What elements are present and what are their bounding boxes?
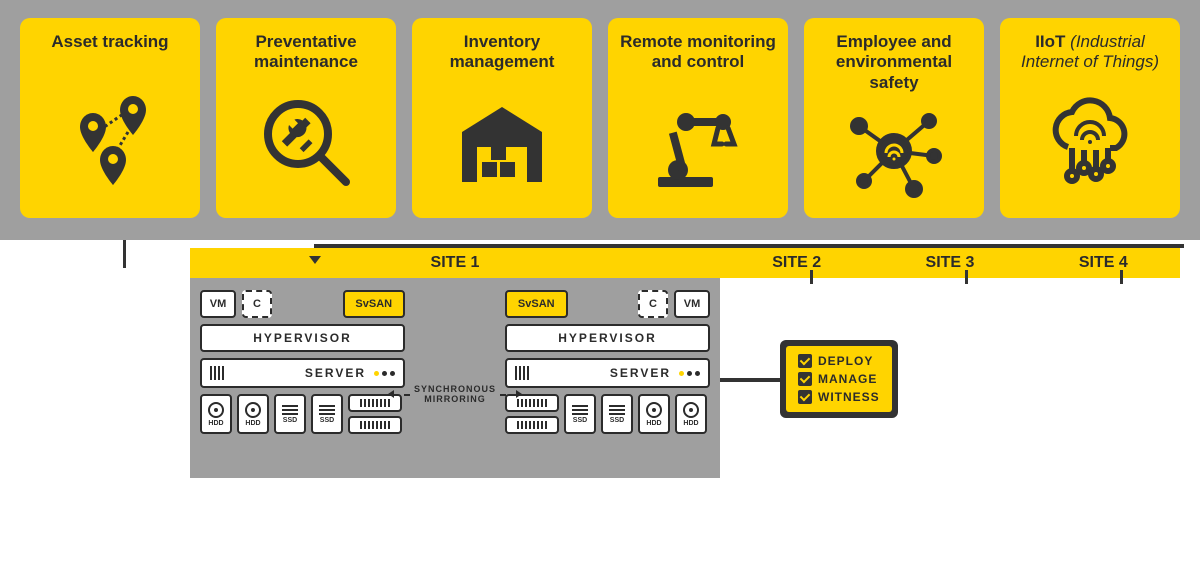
vm-box: VM xyxy=(200,290,236,318)
svsan-box: SvSAN xyxy=(343,290,406,318)
server-label: SERVER xyxy=(305,366,366,380)
connector-vert xyxy=(123,240,126,268)
site-4-label: SITE 4 xyxy=(1027,254,1180,272)
hypervisor-box: HYPERVISOR xyxy=(200,324,405,352)
connector-to-mgmt xyxy=(720,378,780,382)
iiot-cloud-icon xyxy=(1010,76,1170,208)
robot-arm-icon xyxy=(618,76,778,208)
check-icon xyxy=(798,354,812,368)
tick xyxy=(965,270,968,284)
ssd-drive: SSD xyxy=(564,394,596,434)
safety-network-icon xyxy=(814,93,974,208)
sync-mirroring-label: SYNCHRONOUS MIRRORING xyxy=(410,384,500,404)
card-safety: Employee and environmental safety xyxy=(804,18,984,218)
card-title: Employee and environmental safety xyxy=(814,32,974,93)
inventory-icon xyxy=(422,76,582,208)
card-inventory: Inventory management xyxy=(412,18,592,218)
container-box: C xyxy=(638,290,668,318)
card-remote: Remote monitoring and control xyxy=(608,18,788,218)
slot-pair xyxy=(505,394,559,434)
hypervisor-box: HYPERVISOR xyxy=(505,324,710,352)
mgmt-item: DEPLOY xyxy=(798,354,880,368)
connector-sites xyxy=(314,244,1184,248)
drives-row: SSD SSD HDD HDD xyxy=(505,394,710,434)
site1-block: VM C SvSAN HYPERVISOR SERVER HDD HDD SSD… xyxy=(190,278,720,478)
site-3-label: SITE 3 xyxy=(873,254,1026,272)
mgmt-item: MANAGE xyxy=(798,372,880,386)
card-title: Inventory management xyxy=(422,32,582,76)
hdd-drive: HDD xyxy=(237,394,269,434)
card-maintenance: Preventative maintenance xyxy=(216,18,396,218)
card-asset-tracking: Asset tracking xyxy=(20,18,200,218)
iiot-title: IIoT (Industrial Internet of Things) xyxy=(1010,32,1170,73)
slot-pair xyxy=(348,394,402,434)
tick xyxy=(1120,270,1123,284)
sites-bar: SITE 1 SITE 2 SITE 3 SITE 4 xyxy=(190,248,1180,278)
hdd-drive: HDD xyxy=(200,394,232,434)
check-icon xyxy=(798,390,812,404)
management-box: DEPLOY MANAGE WITNESS xyxy=(780,340,898,418)
card-iiot: IIoT (Industrial Internet of Things) xyxy=(1000,18,1180,218)
card-title: Preventative maintenance xyxy=(226,32,386,76)
maintenance-icon xyxy=(226,76,386,208)
asset-tracking-icon xyxy=(30,76,190,208)
drives-row: HDD HDD SSD SSD xyxy=(200,394,405,434)
check-icon xyxy=(798,372,812,386)
ssd-drive: SSD xyxy=(274,394,306,434)
server-label: SERVER xyxy=(610,366,671,380)
card-title: Asset tracking xyxy=(51,32,168,76)
hdd-drive: HDD xyxy=(675,394,707,434)
server-box: SERVER xyxy=(200,358,405,388)
svsan-box: SvSAN xyxy=(505,290,568,318)
container-box: C xyxy=(242,290,272,318)
cards-row: Asset tracking Preventative maintenance xyxy=(0,0,1200,240)
tick xyxy=(810,270,813,284)
mgmt-item: WITNESS xyxy=(798,390,880,404)
server-stack-right: SvSAN C VM HYPERVISOR SERVER SSD SSD HDD… xyxy=(505,290,710,434)
site-1-label: SITE 1 xyxy=(190,254,720,272)
card-title: Remote monitoring and control xyxy=(618,32,778,76)
server-stack-left: VM C SvSAN HYPERVISOR SERVER HDD HDD SSD… xyxy=(200,290,405,434)
server-box: SERVER xyxy=(505,358,710,388)
vm-box: VM xyxy=(674,290,710,318)
site-area: VM C SvSAN HYPERVISOR SERVER HDD HDD SSD… xyxy=(190,278,1180,568)
ssd-drive: SSD xyxy=(311,394,343,434)
card-title: IIoT (Industrial Internet of Things) xyxy=(1010,32,1170,76)
site-2-label: SITE 2 xyxy=(720,254,873,272)
ssd-drive: SSD xyxy=(601,394,633,434)
hdd-drive: HDD xyxy=(638,394,670,434)
